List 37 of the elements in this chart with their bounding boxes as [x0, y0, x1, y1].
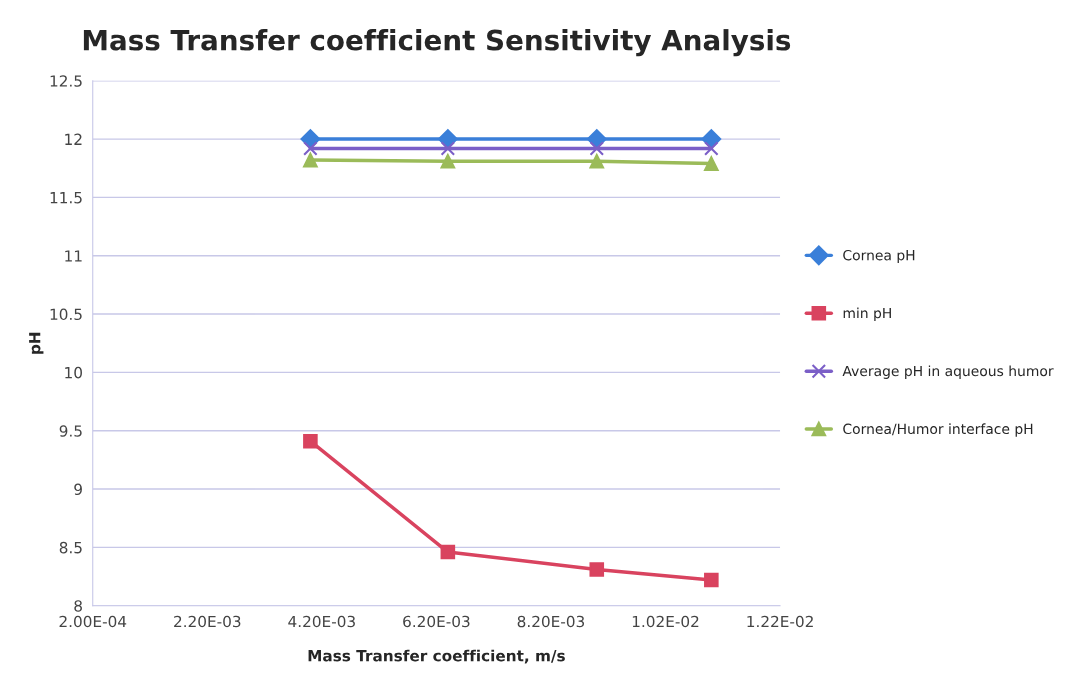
- y-tick-label: 12: [65, 133, 82, 145]
- x-tick-label: 8.20E-03: [517, 615, 585, 628]
- y-tick-label: 10.5: [50, 308, 82, 321]
- point: [589, 153, 605, 169]
- x-tick-label: 2.20E-03: [174, 615, 241, 628]
- x-axis-title: Mass Transfer coefficient, m/s: [308, 649, 565, 664]
- legend-label: Cornea/Humor interface pH: [843, 423, 1033, 437]
- point: [440, 544, 456, 560]
- y-tick-label: 11: [65, 250, 82, 262]
- y-axis-title: pH: [29, 332, 44, 354]
- y-tick-label: 11.5: [50, 192, 82, 204]
- x-tick-label: 1.02E-02: [632, 615, 699, 628]
- y-tick-label: 10: [65, 366, 82, 379]
- legend-label: min pH: [843, 307, 891, 322]
- point: [440, 141, 456, 156]
- legend-label: Average pH in aqueous humor: [842, 365, 1054, 379]
- point: [303, 433, 318, 449]
- chart-title: Mass Transfer coefficient Sensitivity Analysis: [83, 29, 791, 57]
- y-tick-label: 9.5: [59, 425, 82, 437]
- y-tick-label: 8: [74, 600, 82, 612]
- x-tick-label: 4.20E-03: [288, 615, 355, 628]
- legend-label: Cornea pH: [843, 249, 915, 264]
- point: [704, 141, 719, 156]
- point: [704, 156, 719, 171]
- x-tick-label: 2.00E-04: [59, 615, 127, 628]
- point: [589, 562, 605, 577]
- y-tick-label: 12.5: [50, 75, 82, 87]
- point: [303, 141, 318, 156]
- y-tick-label: 9: [74, 483, 82, 496]
- point: [704, 572, 719, 588]
- y-tick-label: 8.5: [59, 541, 82, 554]
- point: [437, 129, 458, 149]
- x-tick-label: 1.22E-02: [747, 615, 813, 628]
- point: [303, 152, 318, 168]
- point: [440, 153, 456, 169]
- point: [589, 141, 605, 156]
- x-tick-label: 6.20E-03: [403, 615, 470, 628]
